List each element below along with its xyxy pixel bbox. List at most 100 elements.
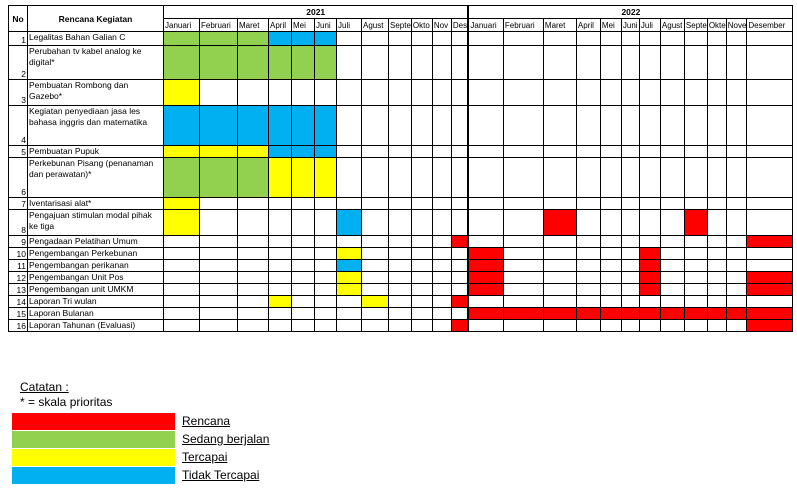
schedule-cell xyxy=(388,31,412,46)
schedule-cell xyxy=(725,247,748,260)
schedule-cell xyxy=(575,157,601,198)
schedule-cell xyxy=(467,235,504,248)
schedule-cell xyxy=(746,197,794,210)
month-2021-3: Maret xyxy=(237,18,269,32)
schedule-cell xyxy=(237,295,269,308)
schedule-cell xyxy=(542,319,577,332)
schedule-cell xyxy=(502,283,544,296)
schedule-cell xyxy=(410,259,433,272)
schedule-cell xyxy=(163,295,200,308)
schedule-cell xyxy=(467,209,504,236)
schedule-cell xyxy=(361,271,389,284)
schedule-cell xyxy=(314,295,337,308)
schedule-cell xyxy=(706,79,727,106)
table-row: 1 Legalitas Bahan Galian C xyxy=(8,31,794,46)
schedule-cell xyxy=(542,157,577,198)
schedule-cell xyxy=(163,319,200,332)
schedule-cell xyxy=(291,105,315,146)
schedule-cell xyxy=(431,295,452,308)
schedule-cell xyxy=(575,145,601,158)
schedule-cell xyxy=(746,45,794,80)
month-2022-11: Nove xyxy=(725,18,748,32)
schedule-cell xyxy=(467,295,504,308)
schedule-cell xyxy=(502,319,544,332)
month-2022-5: Mei xyxy=(599,18,622,32)
notes-priority: * = skala prioritas xyxy=(20,395,113,409)
schedule-cell xyxy=(163,259,200,272)
schedule-cell xyxy=(163,197,200,210)
schedule-cell xyxy=(450,295,469,308)
schedule-cell xyxy=(410,145,433,158)
schedule-cell xyxy=(542,271,577,284)
legend-label: Tidak Tercapai xyxy=(182,468,260,482)
schedule-cell xyxy=(706,283,727,296)
schedule-cell xyxy=(620,31,640,46)
schedule-cell xyxy=(599,295,622,308)
table-row: 2 Perubahan tv kabel analog ke digital* xyxy=(8,45,794,80)
schedule-cell xyxy=(620,271,640,284)
table-row: 8 Pengajuan stimulan modal pihak ke tiga xyxy=(8,209,794,236)
schedule-cell xyxy=(725,295,748,308)
schedule-cell xyxy=(237,235,269,248)
schedule-cell xyxy=(314,31,337,46)
month-2021-8: Agust xyxy=(361,18,389,32)
schedule-cell xyxy=(361,45,389,80)
schedule-cell xyxy=(410,319,433,332)
activity-name: Pengembangan unit UMKM xyxy=(27,283,164,296)
schedule-cell xyxy=(291,197,315,210)
month-2021-11: Nov xyxy=(431,18,452,32)
schedule-cell xyxy=(361,105,389,146)
schedule-cell xyxy=(388,209,412,236)
schedule-cell xyxy=(746,79,794,106)
schedule-cell xyxy=(410,45,433,80)
schedule-cell xyxy=(599,157,622,198)
schedule-cell xyxy=(467,283,504,296)
schedule-cell xyxy=(268,283,292,296)
schedule-cell xyxy=(199,307,238,320)
activity-name: Pengembangan Unit Pos xyxy=(27,271,164,284)
schedule-cell xyxy=(291,31,315,46)
schedule-cell xyxy=(620,209,640,236)
schedule-cell xyxy=(199,319,238,332)
activity-name: Legalitas Bahan Galian C xyxy=(27,31,164,46)
row-number: 10 xyxy=(8,247,28,260)
legend-swatch xyxy=(12,431,175,448)
schedule-cell xyxy=(599,319,622,332)
schedule-cell xyxy=(361,307,389,320)
schedule-cell xyxy=(725,259,748,272)
month-2021-2: Februari xyxy=(199,18,238,32)
schedule-cell xyxy=(431,319,452,332)
activity-name: Pembuatan Rombong dan Gazebo* xyxy=(27,79,164,106)
activity-name: Laporan Tahunan (Evaluasi) xyxy=(27,319,164,332)
schedule-cell xyxy=(542,79,577,106)
schedule-cell xyxy=(746,31,794,46)
schedule-cell xyxy=(237,307,269,320)
schedule-cell xyxy=(683,145,708,158)
schedule-cell xyxy=(291,295,315,308)
schedule-cell xyxy=(314,79,337,106)
row-number: 3 xyxy=(8,79,28,106)
month-2021-4: April xyxy=(268,18,292,32)
header-year-2021: 2021 xyxy=(163,5,469,19)
schedule-cell xyxy=(502,31,544,46)
schedule-cell xyxy=(620,247,640,260)
schedule-cell xyxy=(638,235,661,248)
schedule-cell xyxy=(502,307,544,320)
row-number: 8 xyxy=(8,209,28,236)
schedule-cell xyxy=(599,247,622,260)
month-2022-8: Agust xyxy=(659,18,685,32)
schedule-cell xyxy=(467,45,504,80)
schedule-cell xyxy=(450,157,469,198)
schedule-cell xyxy=(575,45,601,80)
schedule-cell xyxy=(431,235,452,248)
schedule-cell xyxy=(746,235,794,248)
schedule-cell xyxy=(599,197,622,210)
activity-name: Pembuatan Pupuk xyxy=(27,145,164,158)
schedule-cell xyxy=(575,235,601,248)
schedule-cell xyxy=(575,247,601,260)
schedule-cell xyxy=(575,283,601,296)
schedule-cell xyxy=(388,197,412,210)
schedule-cell xyxy=(502,105,544,146)
schedule-cell xyxy=(199,105,238,146)
schedule-cell xyxy=(638,157,661,198)
